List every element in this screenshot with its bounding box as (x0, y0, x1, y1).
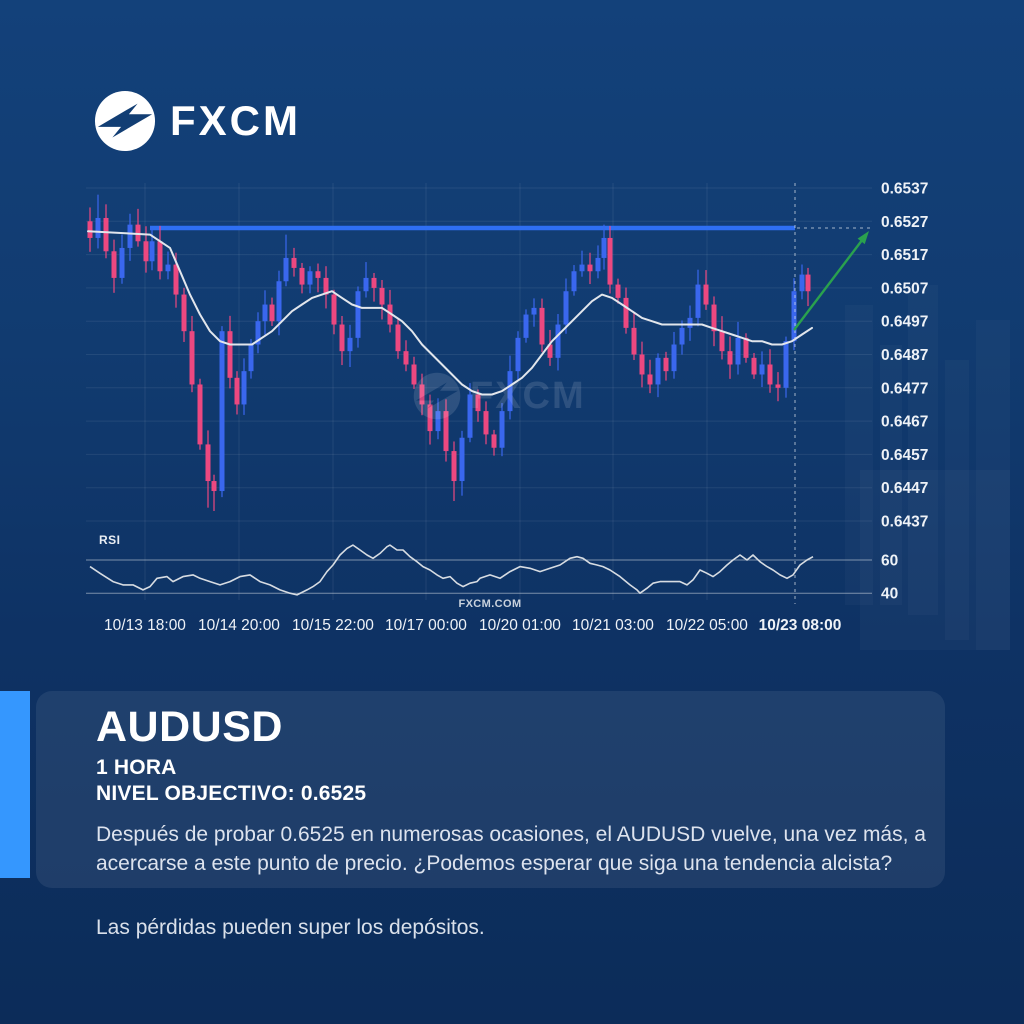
fxcm-bolt-icon (94, 90, 156, 152)
accent-bar (0, 691, 30, 878)
logo-text: FXCM (170, 97, 301, 144)
site-label: FXCM.COM (458, 598, 522, 610)
moving-average-line (87, 230, 813, 396)
time-tick-label: 10/21 03:00 (572, 617, 654, 634)
time-tick-label: 10/15 22:00 (292, 617, 374, 634)
analysis-text: Después de probar 0.6525 en numerosas oc… (96, 823, 926, 875)
projection-arrow (793, 235, 867, 331)
watermark-bolt-icon (413, 372, 461, 420)
time-tick-label: 10/14 20:00 (198, 617, 280, 634)
price-tick-label: 0.6527 (881, 214, 928, 231)
rsi-tick-label: 60 (881, 553, 898, 570)
price-tick-label: 0.6457 (881, 447, 928, 464)
price-tick-label: 0.6517 (881, 247, 928, 264)
watermark-text: FXCM (470, 374, 586, 417)
time-tick-label: 10/20 01:00 (479, 617, 561, 634)
price-tick-label: 0.6487 (881, 347, 928, 364)
time-tick-label: 10/13 18:00 (104, 617, 186, 634)
objective-label: NIVEL OBJECTIVO: 0.6525 (96, 782, 367, 806)
rsi-label: RSI (99, 533, 121, 547)
axis-labels: 0.6537 0.6527 0.6517 0.6507 0.6497 0.6487 0.64… (104, 181, 928, 635)
price-tick-label: 0.6507 (881, 280, 928, 297)
pair-title: AUDUSD (96, 703, 283, 751)
price-tick-label: 0.6447 (881, 480, 928, 497)
time-tick-label: 10/23 08:00 (759, 617, 842, 634)
disclaimer-text: Las pérdidas pueden super los depósitos. (96, 916, 485, 939)
brand-logo: FXCM (94, 90, 301, 152)
time-tick-label: 10/17 00:00 (385, 617, 467, 634)
projection-arrowhead (857, 231, 869, 245)
analysis-panel: AUDUSD 1 HORA NIVEL OBJECTIVO: 0.6525 De… (36, 691, 945, 888)
chart-watermark: FXCM (413, 372, 586, 420)
rsi-tick-label: 40 (881, 586, 898, 603)
price-tick-label: 0.6477 (881, 380, 928, 397)
price-tick-label: 0.6497 (881, 314, 928, 331)
price-tick-label: 0.6467 (881, 414, 928, 431)
price-tick-label: 0.6437 (881, 514, 928, 531)
timeframe-label: 1 HORA (96, 756, 177, 780)
time-tick-label: 10/22 05:00 (666, 617, 748, 634)
rsi-line (89, 544, 814, 596)
candles-layer (87, 194, 811, 512)
price-tick-label: 0.6537 (881, 181, 928, 198)
